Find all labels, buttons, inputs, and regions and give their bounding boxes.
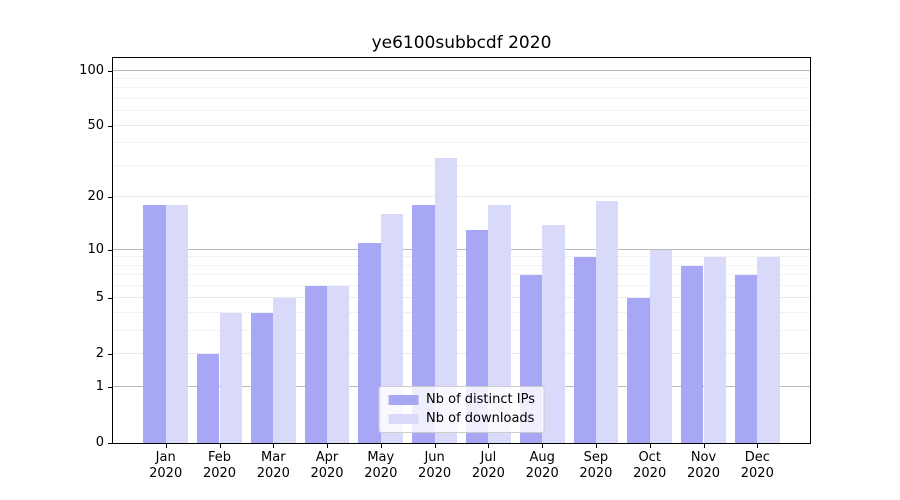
legend-item-distinct-ips: Nb of distinct IPs (388, 393, 535, 407)
y-tick-label-1: 1 (95, 379, 104, 395)
gridline-40 (113, 142, 810, 144)
x-tick-label-jul: Jul 2020 (471, 450, 505, 481)
gridline-2 (113, 353, 810, 355)
gridline-3 (113, 330, 810, 332)
x-tick-label-apr: Apr 2020 (310, 450, 344, 481)
x-tick-aug (542, 444, 544, 448)
x-tick-label-oct: Oct 2020 (633, 450, 667, 481)
y-tick-50 (108, 125, 112, 127)
gridline-100 (113, 69, 810, 71)
bar-downloads-jun (434, 158, 457, 443)
bar-distinct-ips-mar (250, 313, 274, 443)
x-tick-jun (434, 444, 436, 448)
bar-downloads-apr (327, 286, 350, 443)
x-tick-mar (273, 444, 275, 448)
legend-swatch-downloads (388, 414, 419, 424)
x-tick-nov (703, 444, 705, 448)
y-tick-label-0: 0 (95, 435, 104, 450)
x-tick-jan (165, 444, 167, 448)
y-tick-label-100: 100 (79, 62, 104, 78)
gridline-60 (113, 110, 810, 112)
y-tick-label-50: 50 (87, 117, 104, 133)
x-tick-label-nov: Nov 2020 (686, 450, 721, 481)
x-tick-label-sep: Sep 2020 (579, 450, 613, 481)
x-tick-label-feb: Feb 2020 (202, 450, 237, 481)
legend-label-downloads: Nb of downloads (426, 411, 535, 426)
bar-distinct-ips-nov (681, 265, 704, 443)
gridline-30 (113, 164, 810, 166)
y-tick-1 (108, 387, 112, 389)
y-tick-20 (108, 197, 112, 199)
x-tick-may (380, 444, 382, 448)
x-tick-label-jan: Jan 2020 (149, 450, 183, 481)
bar-distinct-ips-feb (197, 354, 220, 443)
y-tick-label-10: 10 (87, 241, 104, 257)
x-tick-label-aug: Aug 2020 (525, 450, 559, 481)
gridline-80 (113, 87, 810, 89)
bar-downloads-oct (649, 249, 673, 443)
bar-distinct-ips-may (358, 242, 381, 443)
y-tick-10 (108, 249, 112, 251)
gridline-90 (113, 78, 810, 79)
x-tick-label-may: May 2020 (364, 450, 398, 481)
x-tick-label-dec: Dec 2020 (740, 450, 774, 481)
bar-downloads-may (380, 214, 404, 443)
bar-distinct-ips-dec (734, 275, 758, 443)
x-tick-dec (757, 444, 759, 448)
bar-downloads-jan (165, 205, 189, 443)
gridline-6 (113, 285, 810, 286)
y-tick-5 (108, 298, 112, 300)
x-tick-apr (327, 444, 328, 448)
gridline-20 (113, 196, 810, 198)
legend-item-downloads: Nb of downloads (388, 412, 535, 426)
x-tick-label-mar: Mar 2020 (256, 450, 290, 481)
gridline-8 (113, 264, 810, 266)
x-tick-sep (595, 444, 597, 448)
gridline-70 (113, 98, 810, 99)
x-tick-label-jun: Jun 2020 (418, 450, 452, 481)
chart-title: ye6100subbcdf 2020 (371, 33, 552, 53)
bar-distinct-ips-apr (304, 286, 327, 443)
y-tick-2 (108, 354, 112, 356)
bar-distinct-ips-sep (573, 257, 596, 443)
legend-swatch-distinct-ips (388, 395, 419, 405)
bar-distinct-ips-jun (412, 205, 435, 443)
gridline-10 (113, 248, 810, 250)
gridline-4 (113, 312, 810, 314)
y-tick-label-2: 2 (95, 346, 104, 362)
y-tick-label-20: 20 (87, 189, 104, 205)
bar-downloads-nov (703, 257, 726, 443)
gridline-50 (113, 124, 810, 126)
bar-downloads-mar (273, 298, 296, 443)
bar-distinct-ips-oct (627, 298, 650, 443)
y-tick-label-5: 5 (95, 290, 104, 306)
bar-downloads-jul (488, 205, 511, 443)
gridline-5 (113, 297, 810, 299)
legend: Nb of distinct IPs Nb of downloads (378, 386, 545, 433)
bar-downloads-feb (219, 313, 242, 443)
bar-distinct-ips-jan (143, 205, 166, 443)
bar-downloads-dec (757, 257, 780, 443)
plot-area: Nb of distinct IPs Nb of downloads (112, 57, 811, 444)
x-tick-feb (219, 444, 221, 448)
bar-downloads-sep (595, 201, 619, 443)
gridline-7 (113, 274, 810, 276)
bar-downloads-aug (542, 224, 565, 443)
gridline-9 (113, 256, 810, 258)
x-tick-oct (649, 444, 651, 448)
legend-label-distinct-ips: Nb of distinct IPs (426, 392, 535, 407)
x-tick-jul (488, 444, 490, 448)
y-tick-100 (108, 70, 112, 72)
y-tick-0 (108, 443, 112, 444)
